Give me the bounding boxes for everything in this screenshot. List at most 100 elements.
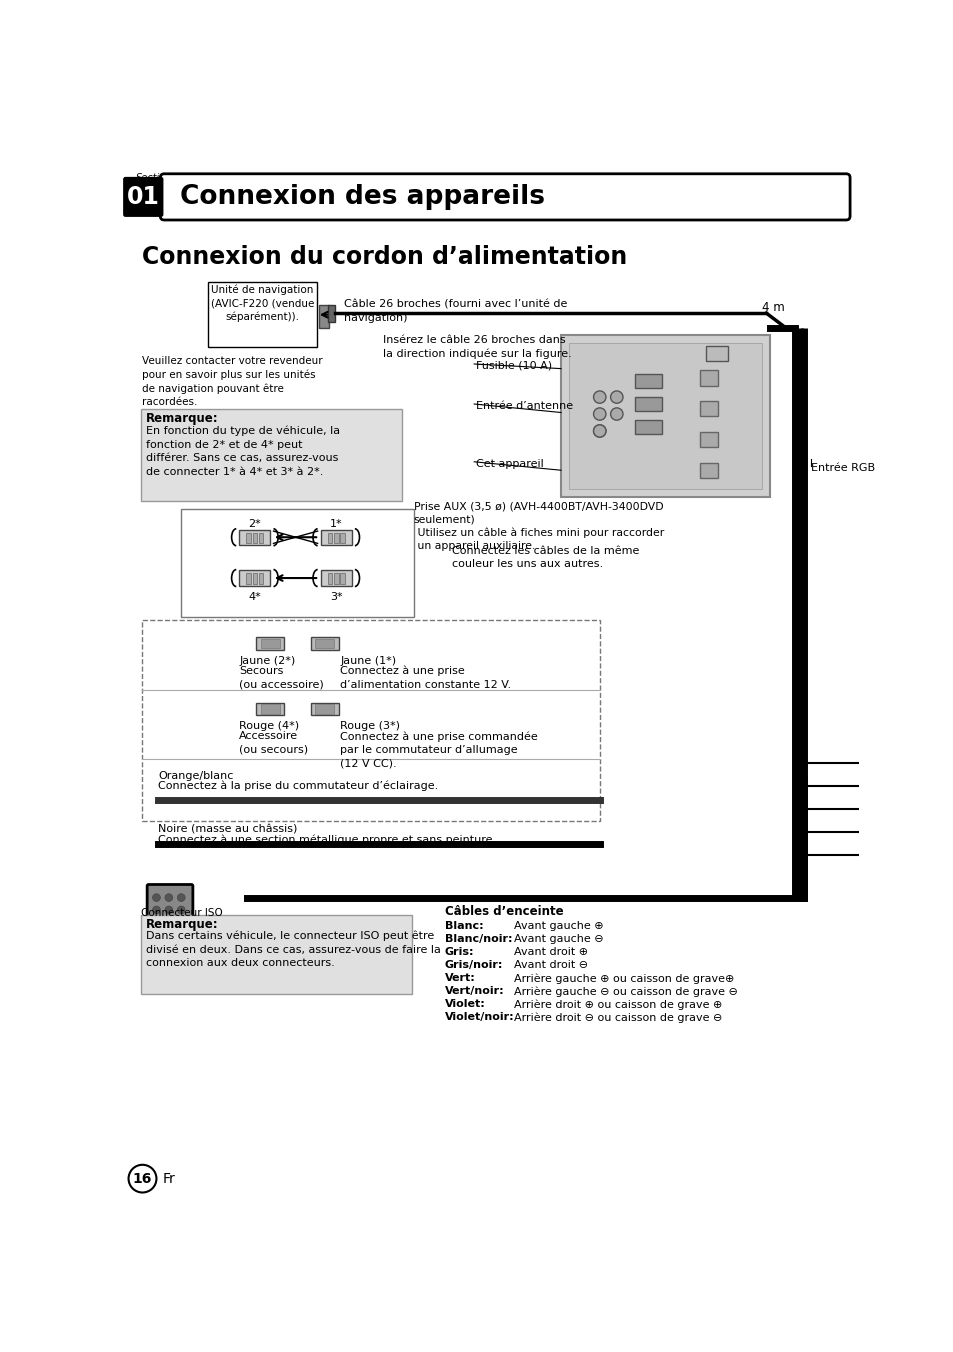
Text: 16: 16 [132, 1172, 152, 1186]
Text: Arrière gauche ⊕ ou caisson de grave⊕: Arrière gauche ⊕ ou caisson de grave⊕ [514, 973, 734, 983]
Text: Entrée RGB: Entrée RGB [810, 462, 875, 473]
Bar [328, 573, 332, 584]
Text: Remarque:: Remarque: [146, 918, 218, 932]
Text: 3*: 3* [330, 592, 342, 602]
Text: Connectez les câbles de la même
couleur les uns aux autres.: Connectez les câbles de la même couleur … [452, 546, 639, 569]
Bar [258, 573, 263, 584]
Bar [328, 533, 332, 544]
Bar [258, 533, 263, 544]
Bar [634, 397, 661, 411]
Circle shape [593, 425, 605, 437]
Bar [634, 375, 661, 388]
Circle shape [165, 894, 172, 902]
Bar [261, 704, 279, 714]
Bar [700, 402, 717, 416]
Text: Rouge (3*): Rouge (3*) [340, 721, 399, 731]
Bar [142, 621, 599, 821]
Bar [253, 533, 257, 544]
Circle shape [152, 906, 160, 914]
Bar [560, 335, 769, 498]
Text: Jaune (1*): Jaune (1*) [340, 656, 395, 665]
Text: Avant gauche ⊕: Avant gauche ⊕ [514, 921, 603, 930]
Circle shape [610, 391, 622, 403]
Text: En fonction du type de véhicule, la
fonction de 2* et de 4* peut
différer. Sans : En fonction du type de véhicule, la fonc… [146, 426, 339, 477]
Text: Avant droit ⊕: Avant droit ⊕ [514, 946, 588, 957]
Text: Connectez à une prise commandée
par le commutateur d’allumage
(12 V CC).: Connectez à une prise commandée par le c… [340, 731, 537, 768]
Text: Connectez à la prise du commutateur d’éclairage.: Connectez à la prise du commutateur d’éc… [158, 780, 437, 791]
FancyBboxPatch shape [123, 177, 163, 216]
Bar [700, 370, 717, 385]
Bar [256, 637, 284, 650]
Text: Vert/noir:: Vert/noir: [444, 986, 504, 996]
Text: Noire (masse au châssis): Noire (masse au châssis) [158, 825, 297, 834]
Bar [311, 637, 338, 650]
Bar [315, 704, 334, 714]
Text: Prise AUX (3,5 ø) (AVH-4400BT/AVH-3400DVD
seulement)
 Utilisez un câble à fiches: Prise AUX (3,5 ø) (AVH-4400BT/AVH-3400DV… [414, 502, 663, 552]
Text: Vert:: Vert: [444, 973, 475, 983]
Text: Veuillez contacter votre revendeur
pour en savoir plus sur les unités
de navigat: Veuillez contacter votre revendeur pour … [142, 357, 323, 407]
Text: Avant gauche ⊖: Avant gauche ⊖ [514, 934, 603, 944]
Text: Gris/noir:: Gris/noir: [444, 960, 502, 969]
Text: Fr: Fr [162, 1172, 175, 1186]
Circle shape [152, 894, 160, 902]
Circle shape [129, 1165, 156, 1192]
FancyBboxPatch shape [147, 884, 193, 922]
Text: Entrée d’antenne: Entrée d’antenne [476, 402, 572, 411]
Circle shape [593, 408, 605, 420]
Bar [328, 304, 335, 322]
Text: Secours
(ou accessoire): Secours (ou accessoire) [239, 665, 324, 690]
Circle shape [177, 894, 185, 902]
Text: Section: Section [136, 173, 172, 183]
Bar [334, 573, 338, 584]
Text: Connectez à une prise
d’alimentation constante 12 V.: Connectez à une prise d’alimentation con… [340, 665, 511, 690]
Bar [181, 508, 414, 617]
Text: Câbles d’enceinte: Câbles d’enceinte [444, 906, 563, 918]
Text: 1*: 1* [330, 519, 342, 529]
FancyBboxPatch shape [160, 174, 849, 220]
Text: Cet appareil: Cet appareil [476, 458, 543, 469]
Text: Insérez le câble 26 broches dans
la direction indiquée sur la figure.: Insérez le câble 26 broches dans la dire… [382, 335, 571, 360]
Circle shape [593, 391, 605, 403]
Circle shape [165, 906, 172, 914]
Text: Arrière droit ⊖ ou caisson de grave ⊖: Arrière droit ⊖ ou caisson de grave ⊖ [514, 1013, 722, 1023]
Text: Rouge (4*): Rouge (4*) [239, 721, 299, 731]
Text: Remarque:: Remarque: [146, 412, 218, 426]
Bar [239, 571, 270, 585]
Bar [705, 346, 727, 361]
Circle shape [610, 408, 622, 420]
Bar [319, 304, 328, 327]
Bar [141, 915, 412, 994]
Text: Connexion du cordon d’alimentation: Connexion du cordon d’alimentation [142, 246, 627, 269]
Text: Accessoire
(ou secours): Accessoire (ou secours) [239, 731, 308, 754]
Text: Connectez à une section métallique propre et sans peinture.: Connectez à une section métallique propr… [158, 834, 496, 845]
Bar [141, 408, 402, 502]
Bar [340, 533, 344, 544]
Bar [311, 703, 338, 715]
Bar [340, 573, 344, 584]
Text: 4 m: 4 m [761, 301, 784, 314]
Bar [256, 703, 284, 715]
Bar [246, 573, 251, 584]
Text: Blanc/noir:: Blanc/noir: [444, 934, 512, 944]
Text: 4*: 4* [248, 592, 261, 602]
Bar [208, 281, 316, 347]
Text: Arrière gauche ⊖ ou caisson de grave ⊖: Arrière gauche ⊖ ou caisson de grave ⊖ [514, 986, 738, 996]
Bar [700, 431, 717, 448]
Text: Violet/noir:: Violet/noir: [444, 1013, 514, 1022]
Text: Connecteur ISO: Connecteur ISO [141, 907, 222, 918]
Text: Avant droit ⊖: Avant droit ⊖ [514, 960, 588, 969]
Text: Fusible (10 A): Fusible (10 A) [476, 361, 551, 370]
Text: Dans certains véhicule, le connecteur ISO peut être
divisé en deux. Dans ce cas,: Dans certains véhicule, le connecteur IS… [146, 930, 440, 968]
Bar [315, 639, 334, 648]
Bar [334, 533, 338, 544]
Text: Connexion des appareils: Connexion des appareils [179, 184, 544, 210]
Bar [320, 571, 352, 585]
Bar [568, 343, 761, 489]
Text: Jaune (2*): Jaune (2*) [239, 656, 295, 665]
Text: Violet:: Violet: [444, 999, 485, 1009]
Text: Gris:: Gris: [444, 946, 474, 957]
Text: Câble 26 broches (fourni avec l’unité de
navigation): Câble 26 broches (fourni avec l’unité de… [344, 299, 567, 323]
Bar [700, 462, 717, 479]
Bar [261, 639, 279, 648]
Text: Orange/blanc: Orange/blanc [158, 771, 233, 780]
